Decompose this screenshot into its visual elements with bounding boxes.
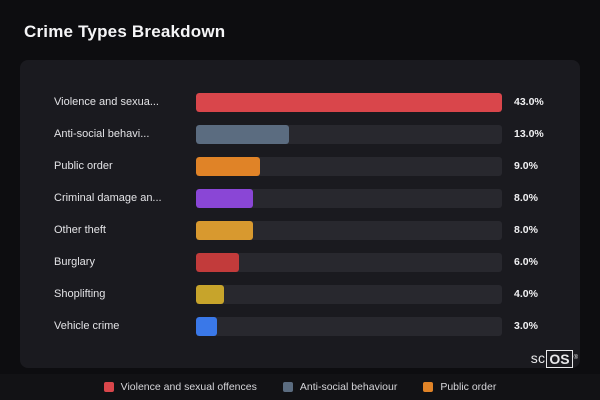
bar-value: 13.0%	[514, 128, 544, 140]
bar[interactable]	[196, 284, 225, 304]
scos-logo: sc OS ®	[531, 350, 578, 368]
legend-label: Public order	[440, 381, 497, 393]
bar[interactable]	[196, 316, 218, 336]
bar[interactable]	[196, 92, 502, 112]
bar-value: 6.0%	[514, 256, 538, 268]
chart-card: Violence and sexua... 43.0% Anti-social …	[20, 60, 580, 368]
bar-label: Burglary	[54, 256, 95, 268]
bar-value: 43.0%	[514, 96, 544, 108]
chart-row: Violence and sexua... 43.0%	[54, 86, 550, 118]
bar-track	[196, 284, 502, 304]
bar[interactable]	[196, 188, 253, 208]
bar-value: 4.0%	[514, 288, 538, 300]
bar-label: Criminal damage an...	[54, 192, 162, 204]
chart-legend: Violence and sexual offences Anti-social…	[0, 374, 600, 400]
legend-label: Anti-social behaviour	[299, 381, 398, 393]
chart-row: Shoplifting 4.0%	[54, 278, 550, 310]
bar-track	[196, 124, 502, 144]
legend-item-public-order[interactable]: Public order	[423, 381, 496, 393]
bar-chart: Violence and sexua... 43.0% Anti-social …	[54, 86, 550, 342]
legend-item-antisocial[interactable]: Anti-social behaviour	[282, 381, 398, 393]
bar-track	[196, 316, 502, 336]
bar[interactable]	[196, 156, 261, 176]
bar-value: 9.0%	[514, 160, 538, 172]
bar[interactable]	[196, 220, 253, 240]
bar-track	[196, 156, 502, 176]
scos-logo-prefix: sc	[530, 350, 546, 366]
chart-row: Anti-social behavi... 13.0%	[54, 118, 550, 150]
chart-row: Other theft 8.0%	[54, 214, 550, 246]
bar-value: 8.0%	[514, 192, 538, 204]
bar-track	[196, 92, 502, 112]
legend-swatch	[103, 382, 114, 392]
bar-value: 8.0%	[514, 224, 538, 236]
legend-label: Violence and sexual offences	[120, 381, 257, 393]
legend-swatch	[423, 382, 434, 392]
scos-logo-box: OS	[546, 350, 573, 368]
legend-item-violence[interactable]: Violence and sexual offences	[103, 381, 257, 393]
bar-label: Shoplifting	[54, 288, 106, 300]
chart-row: Vehicle crime 3.0%	[54, 310, 550, 342]
bar[interactable]	[196, 124, 289, 144]
bar-track	[196, 252, 502, 272]
bar[interactable]	[196, 252, 239, 272]
bar-label: Vehicle crime	[54, 320, 120, 332]
bar-label: Anti-social behavi...	[54, 128, 150, 140]
registered-mark: ®	[573, 355, 578, 361]
bar-label: Violence and sexua...	[54, 96, 159, 108]
bar-label: Public order	[54, 160, 113, 172]
legend-swatch	[282, 382, 293, 392]
bar-track	[196, 220, 502, 240]
chart-row: Public order 9.0%	[54, 150, 550, 182]
page-title: Crime Types Breakdown	[24, 22, 226, 41]
chart-row: Criminal damage an... 8.0%	[54, 182, 550, 214]
bar-track	[196, 188, 502, 208]
bar-label: Other theft	[54, 224, 106, 236]
bar-value: 3.0%	[514, 320, 538, 332]
chart-row: Burglary 6.0%	[54, 246, 550, 278]
